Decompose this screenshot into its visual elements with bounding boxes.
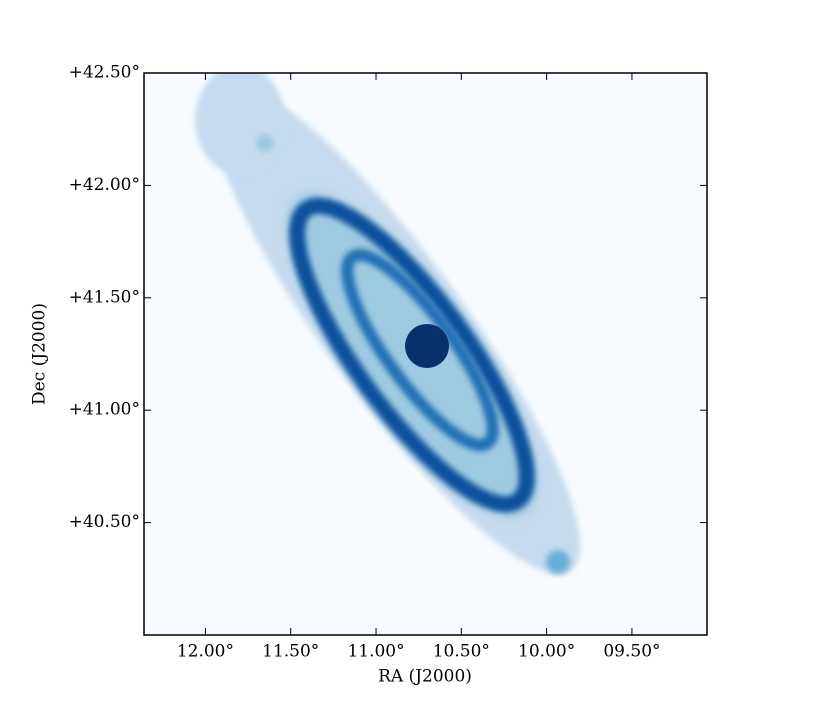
satellite	[256, 134, 274, 152]
x-tick-label: 11.00°	[347, 642, 404, 662]
satellite	[546, 550, 570, 574]
y-tick-label: +40.50°	[69, 512, 140, 532]
galaxy-image	[195, 73, 581, 575]
y-axis-label: Dec (J2000)	[30, 303, 50, 405]
x-tick-label: 10.50°	[433, 642, 490, 662]
x-tick-label: 10.00°	[518, 642, 575, 662]
halo	[195, 73, 285, 175]
plot-frame	[143, 72, 708, 636]
y-tick-label: +42.00°	[69, 175, 140, 195]
x-tick-label: 12.00°	[177, 642, 234, 662]
nucleus	[405, 324, 449, 368]
outer-ring	[289, 197, 535, 513]
y-tick-label: +41.00°	[69, 400, 140, 420]
x-tick-label: 09.50°	[603, 642, 660, 662]
y-tick-label: +42.50°	[69, 63, 140, 83]
y-tick-label: +41.50°	[69, 287, 140, 307]
inner-ring	[341, 248, 499, 452]
x-tick-label: 11.50°	[262, 642, 319, 662]
x-axis-label: RA (J2000)	[378, 667, 472, 687]
